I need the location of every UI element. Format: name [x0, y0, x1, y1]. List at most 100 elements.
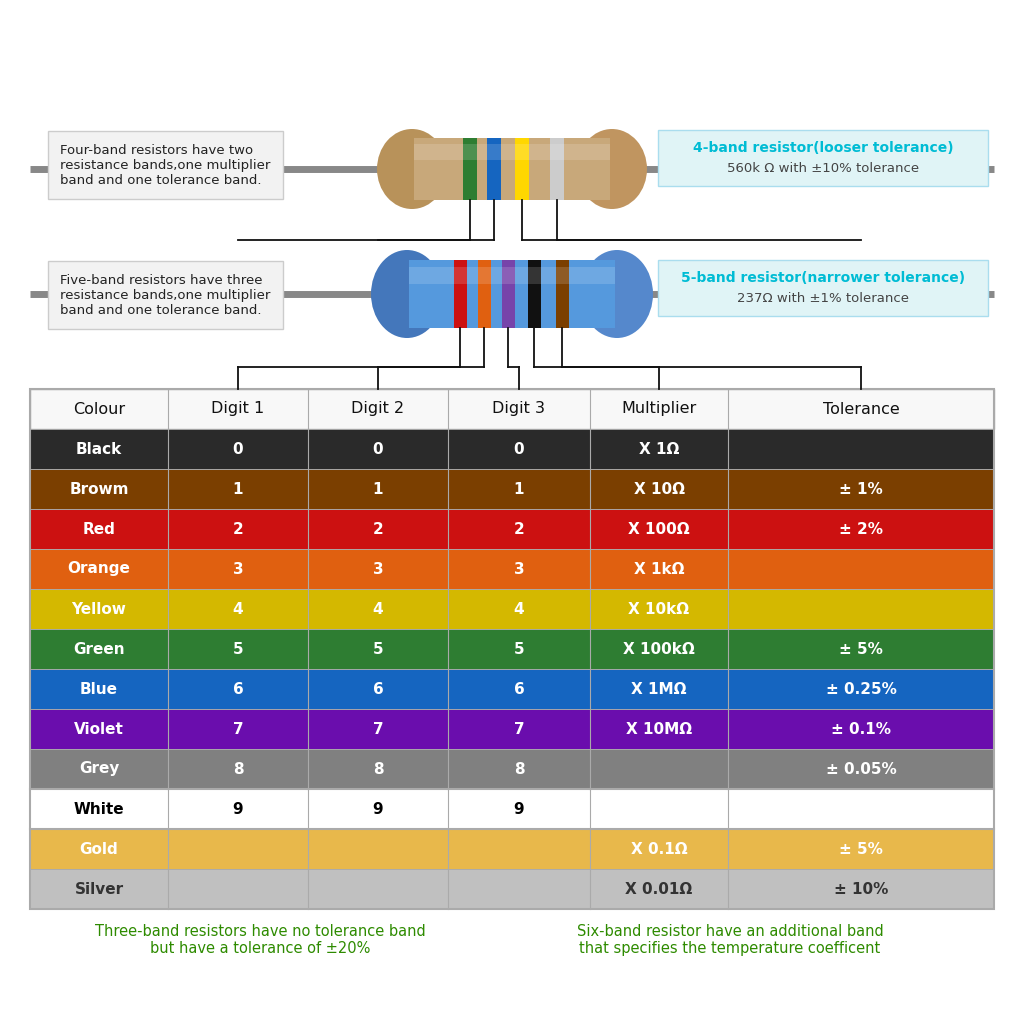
Bar — [308, 829, 449, 869]
Text: 9: 9 — [514, 802, 524, 816]
Ellipse shape — [377, 129, 447, 209]
Bar — [168, 549, 308, 589]
Bar — [449, 829, 590, 869]
Text: White: White — [74, 802, 124, 816]
Bar — [590, 749, 728, 790]
Bar — [308, 509, 449, 549]
Bar — [30, 389, 994, 429]
Text: 2: 2 — [373, 521, 383, 537]
Text: X 1kΩ: X 1kΩ — [634, 561, 684, 577]
Text: ± 5%: ± 5% — [839, 842, 883, 856]
Text: 4: 4 — [232, 601, 244, 616]
Bar — [409, 267, 615, 284]
Bar — [30, 549, 168, 589]
Bar — [168, 469, 308, 509]
Bar — [477, 260, 490, 328]
Bar — [30, 589, 168, 629]
Text: X 10Ω: X 10Ω — [634, 481, 684, 497]
Text: Four-band resistors have two
resistance bands,one multiplier
band and one tolera: Four-band resistors have two resistance … — [60, 143, 270, 186]
Text: ± 2%: ± 2% — [839, 521, 883, 537]
Bar — [308, 549, 449, 589]
Bar — [590, 549, 728, 589]
Text: 5: 5 — [373, 641, 383, 656]
Text: Colour: Colour — [73, 401, 125, 417]
Text: 0: 0 — [514, 441, 524, 457]
Bar — [728, 749, 994, 790]
Text: Green: Green — [73, 641, 125, 656]
Bar — [590, 669, 728, 709]
Text: X 10MΩ: X 10MΩ — [626, 722, 692, 736]
Bar — [168, 709, 308, 749]
Bar — [487, 138, 501, 200]
Text: 4: 4 — [514, 601, 524, 616]
Text: Blue: Blue — [80, 682, 118, 696]
Text: Multiplier: Multiplier — [622, 401, 696, 417]
Bar — [30, 829, 168, 869]
Text: X 100kΩ: X 100kΩ — [624, 641, 695, 656]
Bar — [728, 509, 994, 549]
Bar — [449, 589, 590, 629]
Bar — [449, 869, 590, 909]
Text: X 100Ω: X 100Ω — [628, 521, 690, 537]
Bar — [30, 749, 168, 790]
Bar — [30, 790, 168, 829]
Text: ± 1%: ± 1% — [839, 481, 883, 497]
Text: ± 0.05%: ± 0.05% — [825, 762, 896, 776]
Bar — [590, 829, 728, 869]
Bar — [168, 790, 308, 829]
Text: 0: 0 — [232, 441, 244, 457]
Text: 6: 6 — [232, 682, 244, 696]
Text: 6: 6 — [373, 682, 383, 696]
Text: 7: 7 — [232, 722, 244, 736]
Bar — [168, 749, 308, 790]
Bar — [449, 509, 590, 549]
Bar — [728, 709, 994, 749]
Bar — [728, 869, 994, 909]
Text: 7: 7 — [514, 722, 524, 736]
Bar — [449, 469, 590, 509]
Text: 3: 3 — [514, 561, 524, 577]
Text: ± 10%: ± 10% — [834, 882, 888, 896]
Ellipse shape — [581, 250, 653, 338]
Text: X 1Ω: X 1Ω — [639, 441, 679, 457]
Bar — [590, 709, 728, 749]
Bar — [48, 131, 283, 199]
Bar — [658, 130, 988, 186]
Text: Orange: Orange — [68, 561, 130, 577]
Text: X 0.1Ω: X 0.1Ω — [631, 842, 687, 856]
Text: Black: Black — [76, 441, 122, 457]
Text: 5-band resistor(narrower tolerance): 5-band resistor(narrower tolerance) — [681, 271, 965, 285]
Text: Digit 2: Digit 2 — [351, 401, 404, 417]
Text: X 0.01Ω: X 0.01Ω — [626, 882, 692, 896]
Bar — [168, 509, 308, 549]
Bar — [449, 669, 590, 709]
Bar — [168, 629, 308, 669]
Text: Red: Red — [83, 521, 116, 537]
Text: 0: 0 — [373, 441, 383, 457]
Bar — [463, 138, 477, 200]
Bar — [449, 549, 590, 589]
Bar — [515, 138, 529, 200]
Text: Five-band resistors have three
resistance bands,one multiplier
band and one tole: Five-band resistors have three resistanc… — [60, 273, 270, 316]
Text: 1: 1 — [514, 481, 524, 497]
Bar — [30, 669, 168, 709]
Bar — [658, 260, 988, 316]
Text: 8: 8 — [514, 762, 524, 776]
Bar — [590, 589, 728, 629]
Bar — [449, 790, 590, 829]
FancyBboxPatch shape — [412, 138, 612, 200]
Bar — [308, 790, 449, 829]
Bar — [308, 429, 449, 469]
Bar — [550, 138, 564, 200]
Text: Tolerance: Tolerance — [822, 401, 899, 417]
Bar — [728, 629, 994, 669]
Bar — [449, 629, 590, 669]
Text: Three-band resistors have no tolerance band
but have a tolerance of ±20%: Three-band resistors have no tolerance b… — [94, 924, 425, 956]
Bar — [502, 260, 514, 328]
Text: 560k Ω with ±10% tolerance: 560k Ω with ±10% tolerance — [727, 162, 920, 174]
Text: 9: 9 — [373, 802, 383, 816]
Text: Grey: Grey — [79, 762, 119, 776]
Text: 6: 6 — [514, 682, 524, 696]
Bar — [414, 138, 610, 200]
Text: 5: 5 — [514, 641, 524, 656]
